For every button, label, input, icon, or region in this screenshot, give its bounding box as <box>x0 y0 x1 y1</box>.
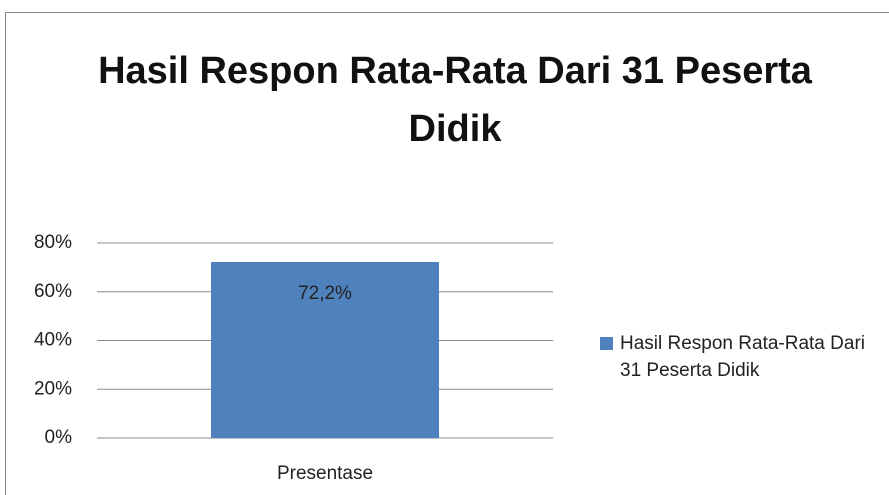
y-tick-label: 80% <box>34 232 72 253</box>
chart-title: Hasil Respon Rata-Rata Dari 31 Peserta D… <box>98 50 812 150</box>
y-tick-label: 40% <box>34 330 72 351</box>
bar <box>211 262 439 438</box>
chart-border <box>5 12 889 495</box>
legend-label: Hasil Respon Rata-Rata Dari 31 Peserta D… <box>620 333 865 381</box>
x-tick-label: Presentase <box>277 463 373 484</box>
legend-swatch <box>600 337 613 350</box>
y-tick-label: 20% <box>34 378 72 399</box>
data-label: 72,2% <box>298 283 352 304</box>
y-tick-label: 60% <box>34 281 72 302</box>
y-tick-label: 0% <box>45 427 73 448</box>
